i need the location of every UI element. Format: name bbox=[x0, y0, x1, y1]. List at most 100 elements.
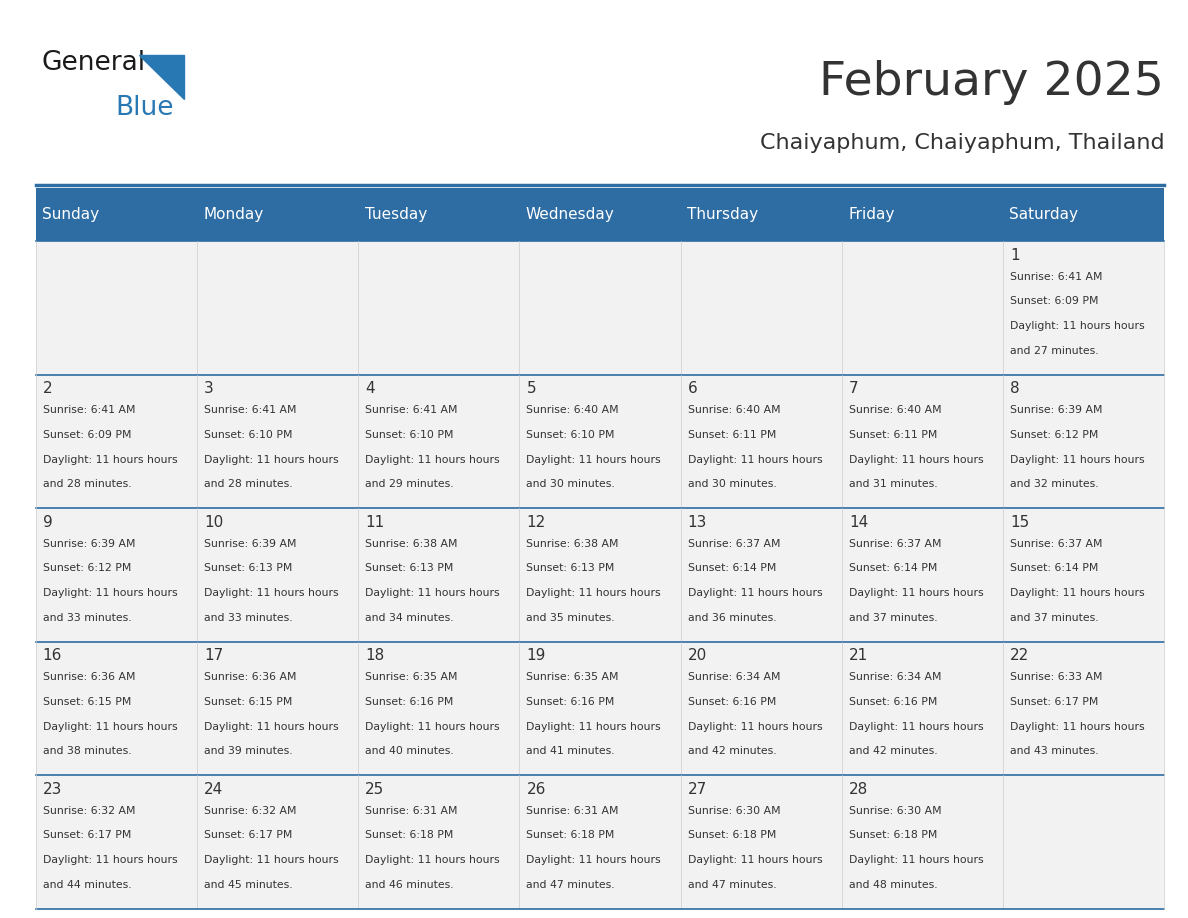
Text: Sunrise: 6:39 AM: Sunrise: 6:39 AM bbox=[204, 539, 297, 549]
Bar bbox=[36, 776, 1164, 909]
Text: 28: 28 bbox=[849, 782, 868, 797]
Text: Sunset: 6:13 PM: Sunset: 6:13 PM bbox=[204, 564, 292, 574]
Text: 22: 22 bbox=[1010, 648, 1029, 664]
Text: Daylight: 11 hours hours: Daylight: 11 hours hours bbox=[365, 722, 500, 732]
Text: Sunset: 6:18 PM: Sunset: 6:18 PM bbox=[365, 830, 454, 840]
Text: Sunrise: 6:37 AM: Sunrise: 6:37 AM bbox=[849, 539, 941, 549]
Text: Sunrise: 6:33 AM: Sunrise: 6:33 AM bbox=[1010, 672, 1102, 682]
Text: Wednesday: Wednesday bbox=[526, 207, 614, 222]
Text: Sunset: 6:13 PM: Sunset: 6:13 PM bbox=[365, 564, 454, 574]
Text: Sunset: 6:13 PM: Sunset: 6:13 PM bbox=[526, 564, 615, 574]
Text: Sunrise: 6:39 AM: Sunrise: 6:39 AM bbox=[43, 539, 135, 549]
Text: 8: 8 bbox=[1010, 381, 1019, 397]
Text: Daylight: 11 hours hours: Daylight: 11 hours hours bbox=[204, 855, 339, 865]
Text: and 34 minutes.: and 34 minutes. bbox=[365, 612, 454, 622]
Text: and 38 minutes.: and 38 minutes. bbox=[43, 746, 132, 756]
Text: Sunset: 6:15 PM: Sunset: 6:15 PM bbox=[204, 697, 292, 707]
Text: Sunset: 6:16 PM: Sunset: 6:16 PM bbox=[365, 697, 454, 707]
Text: Sunday: Sunday bbox=[42, 207, 100, 222]
Text: 5: 5 bbox=[526, 381, 536, 397]
Text: and 40 minutes.: and 40 minutes. bbox=[365, 746, 454, 756]
Text: Sunset: 6:11 PM: Sunset: 6:11 PM bbox=[849, 430, 937, 440]
Text: and 27 minutes.: and 27 minutes. bbox=[1010, 346, 1099, 356]
Text: 1: 1 bbox=[1010, 248, 1019, 263]
Text: Sunset: 6:17 PM: Sunset: 6:17 PM bbox=[204, 830, 292, 840]
Text: Daylight: 11 hours hours: Daylight: 11 hours hours bbox=[1010, 588, 1145, 598]
Text: and 30 minutes.: and 30 minutes. bbox=[526, 479, 615, 489]
Text: Sunrise: 6:30 AM: Sunrise: 6:30 AM bbox=[849, 806, 942, 815]
Text: 3: 3 bbox=[204, 381, 214, 397]
Text: Daylight: 11 hours hours: Daylight: 11 hours hours bbox=[849, 722, 984, 732]
Text: 13: 13 bbox=[688, 515, 707, 530]
Bar bbox=[36, 241, 1164, 375]
Text: Sunrise: 6:38 AM: Sunrise: 6:38 AM bbox=[526, 539, 619, 549]
Text: and 43 minutes.: and 43 minutes. bbox=[1010, 746, 1099, 756]
Text: 20: 20 bbox=[688, 648, 707, 664]
Text: and 45 minutes.: and 45 minutes. bbox=[204, 879, 292, 890]
Text: Sunrise: 6:32 AM: Sunrise: 6:32 AM bbox=[43, 806, 135, 815]
Text: Daylight: 11 hours hours: Daylight: 11 hours hours bbox=[688, 722, 822, 732]
Text: 2: 2 bbox=[43, 381, 52, 397]
Text: Daylight: 11 hours hours: Daylight: 11 hours hours bbox=[1010, 454, 1145, 465]
Text: 15: 15 bbox=[1010, 515, 1029, 530]
Text: Daylight: 11 hours hours: Daylight: 11 hours hours bbox=[365, 855, 500, 865]
Text: Sunrise: 6:40 AM: Sunrise: 6:40 AM bbox=[688, 405, 781, 415]
Text: Sunrise: 6:36 AM: Sunrise: 6:36 AM bbox=[43, 672, 135, 682]
Text: Daylight: 11 hours hours: Daylight: 11 hours hours bbox=[688, 855, 822, 865]
Text: 24: 24 bbox=[204, 782, 223, 797]
Text: February 2025: February 2025 bbox=[820, 60, 1164, 105]
Text: Sunrise: 6:41 AM: Sunrise: 6:41 AM bbox=[43, 405, 135, 415]
Text: and 46 minutes.: and 46 minutes. bbox=[365, 879, 454, 890]
Text: Sunrise: 6:32 AM: Sunrise: 6:32 AM bbox=[204, 806, 297, 815]
Text: Sunset: 6:16 PM: Sunset: 6:16 PM bbox=[849, 697, 937, 707]
Text: Saturday: Saturday bbox=[1010, 207, 1079, 222]
Text: Daylight: 11 hours hours: Daylight: 11 hours hours bbox=[526, 588, 661, 598]
Text: General: General bbox=[42, 50, 146, 76]
Text: and 42 minutes.: and 42 minutes. bbox=[688, 746, 776, 756]
Text: Chaiyaphum, Chaiyaphum, Thailand: Chaiyaphum, Chaiyaphum, Thailand bbox=[759, 133, 1164, 153]
Text: Sunrise: 6:39 AM: Sunrise: 6:39 AM bbox=[1010, 405, 1102, 415]
Text: 16: 16 bbox=[43, 648, 62, 664]
Text: Sunset: 6:18 PM: Sunset: 6:18 PM bbox=[688, 830, 776, 840]
Text: Sunset: 6:12 PM: Sunset: 6:12 PM bbox=[43, 564, 131, 574]
Text: Sunrise: 6:35 AM: Sunrise: 6:35 AM bbox=[526, 672, 619, 682]
Text: Sunset: 6:09 PM: Sunset: 6:09 PM bbox=[43, 430, 131, 440]
Text: and 33 minutes.: and 33 minutes. bbox=[43, 612, 132, 622]
Text: Sunset: 6:18 PM: Sunset: 6:18 PM bbox=[526, 830, 615, 840]
Text: Sunrise: 6:40 AM: Sunrise: 6:40 AM bbox=[526, 405, 619, 415]
Text: Daylight: 11 hours hours: Daylight: 11 hours hours bbox=[43, 855, 177, 865]
Text: Sunrise: 6:34 AM: Sunrise: 6:34 AM bbox=[688, 672, 781, 682]
Bar bbox=[36, 375, 1164, 509]
Text: 19: 19 bbox=[526, 648, 545, 664]
Text: Sunset: 6:15 PM: Sunset: 6:15 PM bbox=[43, 697, 131, 707]
Text: Sunset: 6:16 PM: Sunset: 6:16 PM bbox=[688, 697, 776, 707]
Text: Sunrise: 6:35 AM: Sunrise: 6:35 AM bbox=[365, 672, 457, 682]
Text: and 41 minutes.: and 41 minutes. bbox=[526, 746, 615, 756]
Bar bbox=[36, 509, 1164, 642]
Text: and 47 minutes.: and 47 minutes. bbox=[526, 879, 615, 890]
Text: Daylight: 11 hours hours: Daylight: 11 hours hours bbox=[526, 855, 661, 865]
Text: Daylight: 11 hours hours: Daylight: 11 hours hours bbox=[43, 588, 177, 598]
Text: Sunset: 6:12 PM: Sunset: 6:12 PM bbox=[1010, 430, 1099, 440]
Text: Daylight: 11 hours hours: Daylight: 11 hours hours bbox=[526, 722, 661, 732]
Text: Blue: Blue bbox=[115, 95, 173, 120]
Text: 27: 27 bbox=[688, 782, 707, 797]
Text: 10: 10 bbox=[204, 515, 223, 530]
Text: Sunrise: 6:30 AM: Sunrise: 6:30 AM bbox=[688, 806, 781, 815]
Text: and 47 minutes.: and 47 minutes. bbox=[688, 879, 776, 890]
Text: 12: 12 bbox=[526, 515, 545, 530]
Text: Sunset: 6:17 PM: Sunset: 6:17 PM bbox=[43, 830, 131, 840]
Text: and 31 minutes.: and 31 minutes. bbox=[849, 479, 937, 489]
Text: and 44 minutes.: and 44 minutes. bbox=[43, 879, 132, 890]
Text: Sunrise: 6:41 AM: Sunrise: 6:41 AM bbox=[204, 405, 297, 415]
Text: and 42 minutes.: and 42 minutes. bbox=[849, 746, 937, 756]
Text: Friday: Friday bbox=[848, 207, 895, 222]
Text: Daylight: 11 hours hours: Daylight: 11 hours hours bbox=[849, 454, 984, 465]
Text: Daylight: 11 hours hours: Daylight: 11 hours hours bbox=[365, 588, 500, 598]
Text: Daylight: 11 hours hours: Daylight: 11 hours hours bbox=[365, 454, 500, 465]
Text: Daylight: 11 hours hours: Daylight: 11 hours hours bbox=[526, 454, 661, 465]
Text: Daylight: 11 hours hours: Daylight: 11 hours hours bbox=[43, 454, 177, 465]
Text: Sunrise: 6:37 AM: Sunrise: 6:37 AM bbox=[688, 539, 781, 549]
Text: and 33 minutes.: and 33 minutes. bbox=[204, 612, 292, 622]
Text: and 30 minutes.: and 30 minutes. bbox=[688, 479, 777, 489]
